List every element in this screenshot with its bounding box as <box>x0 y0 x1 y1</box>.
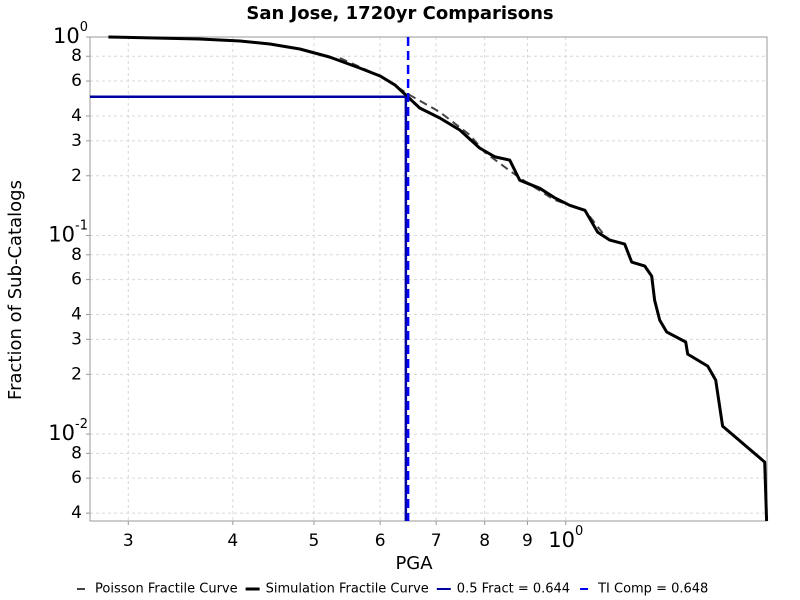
plot-frame <box>89 36 768 522</box>
tick-label: 100 <box>548 524 583 553</box>
tick-label-base: 2 <box>71 166 82 186</box>
tick-label-base: 4 <box>71 305 82 325</box>
tick-label-base: 7 <box>431 531 442 551</box>
series-line <box>108 35 769 522</box>
tick-label: 8 <box>71 245 82 265</box>
tick-label: 8 <box>71 443 82 463</box>
tick-label: 6 <box>71 71 82 91</box>
tick-label: 3 <box>123 531 134 551</box>
tick-label: 6 <box>71 468 82 488</box>
tick-label-base: 4 <box>71 503 82 523</box>
tick-label: 2 <box>71 166 82 186</box>
tick-label-base: 3 <box>71 329 82 349</box>
tick-label-exponent: 0 <box>80 20 88 35</box>
chart-title: San Jose, 1720yr Comparisons <box>246 3 553 24</box>
tick-label: 7 <box>431 531 442 551</box>
legend-label: Poisson Fractile Curve <box>95 582 238 597</box>
tick-label-base: 2 <box>71 364 82 384</box>
tick-label: 3 <box>71 329 82 349</box>
tick-label: 10-1 <box>48 218 88 247</box>
tick-label: 3 <box>71 131 82 151</box>
tick-label: 10-2 <box>48 417 88 446</box>
tick-label-base: 10 <box>48 223 75 247</box>
tick-label-exponent: -2 <box>75 417 88 432</box>
tick-label: 8 <box>479 531 490 551</box>
legend-label: TI Comp = 0.648 <box>597 582 708 597</box>
tick-label-exponent: -1 <box>75 218 88 233</box>
tick-label-base: 4 <box>227 531 238 551</box>
tick-label: 4 <box>227 531 238 551</box>
tick-label: 8 <box>71 46 82 66</box>
tick-label-exponent: 0 <box>575 524 583 539</box>
tick-label-base: 5 <box>308 531 319 551</box>
tick-label: 5 <box>308 531 319 551</box>
tick-label-base: 6 <box>71 270 82 290</box>
tick-label-base: 10 <box>53 24 80 48</box>
x-axis-label: PGA <box>395 553 433 574</box>
tick-label-base: 6 <box>71 468 82 488</box>
legend-label: 0.5 Fract = 0.644 <box>457 582 570 597</box>
tick-label-base: 3 <box>123 531 134 551</box>
tick-label: 6 <box>71 270 82 290</box>
tick-label: 4 <box>71 106 82 126</box>
legend-label: Simulation Fractile Curve <box>266 582 429 597</box>
tick-label: 4 <box>71 503 82 523</box>
tick-label: 100 <box>53 20 88 49</box>
tick-label-base: 3 <box>71 131 82 151</box>
plot-area <box>90 37 767 521</box>
tick-label-base: 4 <box>71 106 82 126</box>
tick-label: 6 <box>375 531 386 551</box>
tick-label-base: 6 <box>71 71 82 91</box>
tick-label-base: 8 <box>71 245 82 265</box>
tick-label-base: 9 <box>522 531 533 551</box>
tick-label-base: 10 <box>548 528 575 552</box>
tick-label-base: 6 <box>375 531 386 551</box>
tick-label: 2 <box>71 364 82 384</box>
tick-label-base: 8 <box>71 46 82 66</box>
tick-label-base: 8 <box>479 531 490 551</box>
tick-label: 9 <box>522 531 533 551</box>
y-axis-label: Fraction of Sub-Catalogs <box>5 180 26 400</box>
tick-label-base: 10 <box>48 421 75 445</box>
tick-label-base: 8 <box>71 443 82 463</box>
tick-label: 4 <box>71 305 82 325</box>
